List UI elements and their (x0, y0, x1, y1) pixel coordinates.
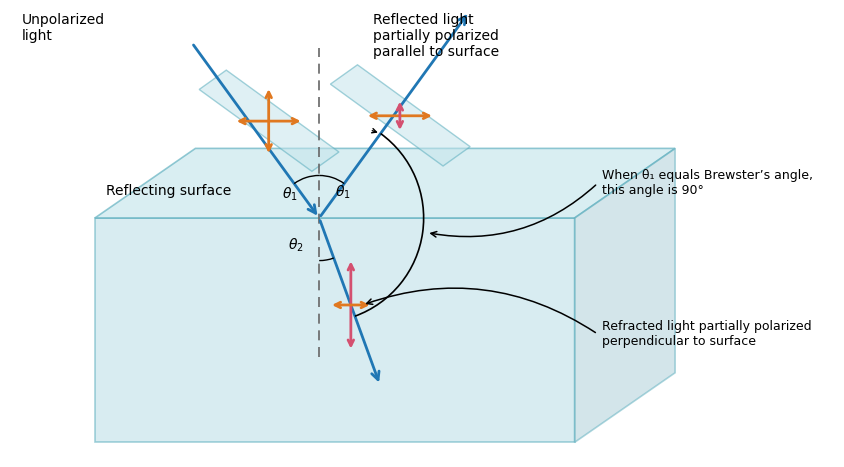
Polygon shape (95, 218, 574, 442)
Text: Unpolarized
light: Unpolarized light (21, 13, 105, 43)
Polygon shape (95, 149, 674, 218)
Polygon shape (199, 70, 338, 171)
Polygon shape (330, 65, 469, 166)
Text: $\theta_2$: $\theta_2$ (288, 237, 303, 255)
Text: When θ₁ equals Brewster’s angle,
this angle is 90°: When θ₁ equals Brewster’s angle, this an… (601, 169, 812, 197)
Text: Reflecting surface: Reflecting surface (106, 184, 231, 198)
Polygon shape (574, 149, 674, 442)
Text: Reflected light
partially polarized
parallel to surface: Reflected light partially polarized para… (373, 13, 499, 59)
Text: $\theta_1$: $\theta_1$ (334, 184, 350, 201)
Text: Refracted light partially polarized
perpendicular to surface: Refracted light partially polarized perp… (601, 320, 810, 348)
Text: $\theta_1$: $\theta_1$ (281, 186, 297, 203)
